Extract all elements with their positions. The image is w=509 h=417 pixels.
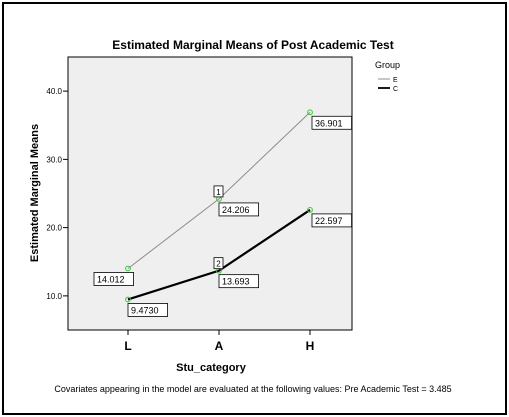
annotation-box [213, 257, 224, 270]
legend-items: EC [378, 77, 398, 93]
data-label-box [218, 202, 259, 217]
series-line-C [127, 208, 311, 301]
data-point [125, 265, 131, 272]
annotation-label: 1 [216, 188, 221, 197]
x-axis-label: Stu_category [176, 362, 247, 374]
y-axis-label: Estimated Marginal Means [29, 124, 41, 262]
chart-title: Estimated Marginal Means of Post Academi… [112, 38, 393, 52]
data-label: 9.4730 [131, 305, 159, 315]
annotation-box [213, 185, 224, 198]
footnote: Covariates appearing in the model are ev… [54, 384, 451, 394]
data-label-box [311, 115, 352, 130]
data-label: 14.012 [97, 274, 125, 284]
legend-label-E: E [393, 77, 398, 84]
y-tick-label: 30.0 [46, 155, 62, 164]
data-label: 36.901 [315, 118, 343, 128]
data-point [307, 207, 313, 213]
data-label: 24.206 [222, 205, 250, 215]
annotation-label: 2 [216, 260, 221, 269]
x-tick-label: H [306, 339, 315, 353]
plot-area [67, 56, 353, 331]
data-label-box [93, 272, 134, 286]
series-line-E [127, 111, 311, 269]
data-label: 13.693 [222, 277, 250, 287]
data-label-box [218, 274, 259, 289]
data-label-layer: 14.012 24.206 36.901 9.4730 13.693 22.597 1 2 [93, 115, 352, 317]
series-layer [125, 109, 313, 303]
data-point [307, 109, 313, 116]
x-tick-label: A [215, 339, 224, 353]
legend-label-C: C [393, 86, 398, 93]
x-tick-label: L [124, 339, 131, 353]
y-tick-label: 40.0 [46, 87, 62, 96]
y-tick-label: 20.0 [46, 224, 62, 233]
data-label-box [127, 303, 168, 317]
data-label-box [311, 213, 352, 228]
data-label: 22.597 [315, 216, 343, 226]
legend-title: Group [375, 60, 400, 70]
data-point [125, 296, 131, 303]
legend: Group EC [375, 60, 400, 93]
y-tick-label: 10.0 [46, 292, 62, 301]
y-axis: 10.0 20.0 30.0 40.0 [46, 87, 68, 301]
